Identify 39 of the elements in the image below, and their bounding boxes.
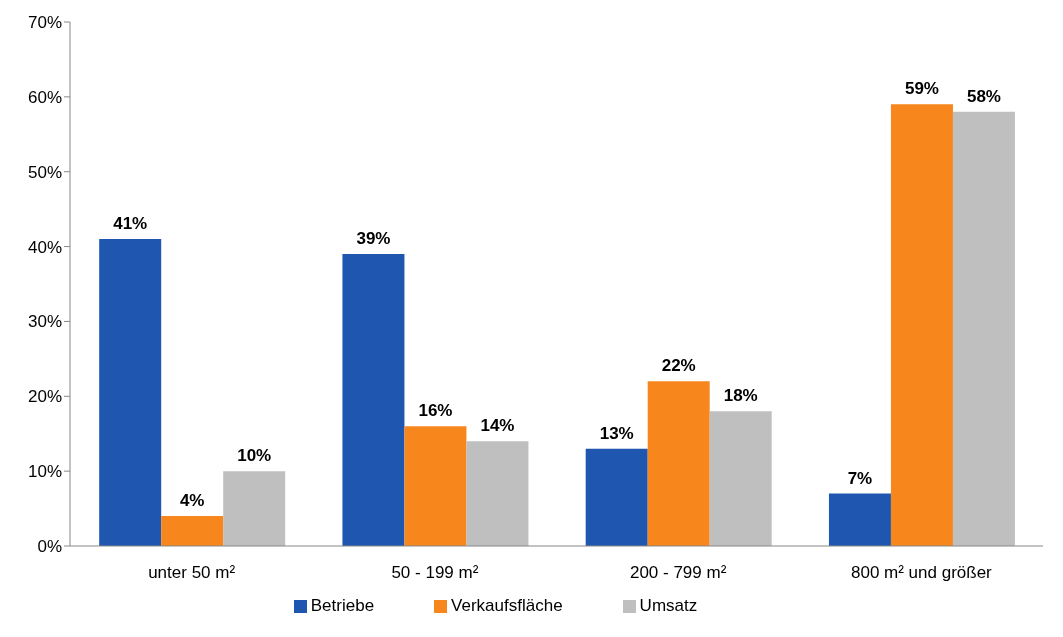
bar: [99, 239, 162, 546]
x-tick-label: unter 50 m²: [148, 563, 236, 583]
x-tick-label: 50 - 199 m²: [391, 563, 479, 583]
legend-label: Verkaufsfläche: [451, 596, 563, 615]
data-label: 7%: [847, 468, 873, 488]
bar: [890, 104, 953, 546]
bar: [709, 411, 772, 546]
bar: [223, 471, 286, 546]
y-tick-label: 30%: [27, 312, 62, 332]
bar: [647, 381, 710, 546]
bar: [952, 111, 1015, 546]
data-label: 59%: [904, 79, 939, 99]
data-label: 16%: [418, 401, 453, 421]
y-tick-label: 70%: [27, 13, 62, 33]
data-label: 4%: [179, 491, 205, 511]
bar: [342, 254, 405, 546]
data-label: 14%: [480, 416, 515, 436]
y-tick-label: 10%: [27, 462, 62, 482]
x-tick-label: 800 m² und größer: [850, 563, 993, 583]
data-label: 41%: [113, 214, 148, 234]
bar: [585, 448, 648, 546]
data-label: 39%: [356, 229, 391, 249]
data-label: 13%: [599, 423, 634, 443]
y-tick-label: 20%: [27, 387, 62, 407]
y-tick-label: 40%: [27, 237, 62, 257]
legend-label: Betriebe: [310, 596, 375, 615]
y-tick-label: 0%: [37, 537, 62, 557]
bar: [828, 493, 891, 546]
y-tick-label: 60%: [27, 87, 62, 107]
bar: [161, 516, 224, 546]
data-label: 10%: [237, 446, 272, 466]
data-label: 18%: [723, 386, 758, 406]
data-label: 58%: [966, 86, 1001, 106]
legend-label: Umsatz: [639, 596, 698, 615]
bar: [404, 426, 467, 546]
bar: [466, 441, 529, 546]
data-label: 22%: [661, 356, 696, 376]
x-tick-label: 200 - 799 m²: [629, 563, 727, 583]
y-tick-label: 50%: [27, 162, 62, 182]
